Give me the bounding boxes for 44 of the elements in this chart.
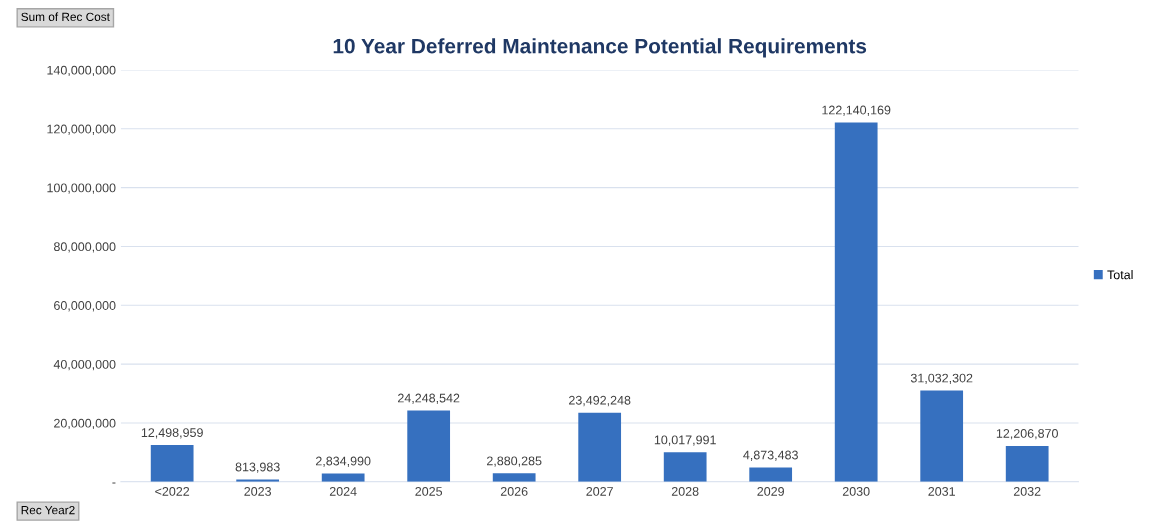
x-tick-label: 2024 (329, 487, 357, 496)
bar (407, 410, 451, 482)
x-tick-label: 2032 (1013, 487, 1041, 496)
y-tick-label: - (112, 482, 116, 484)
data-label: 24,248,542 (398, 393, 460, 404)
y-tick-label: 120,000,000 (47, 124, 116, 135)
bar (834, 122, 878, 482)
legend-label: Total (1107, 270, 1133, 280)
x-tick-label: 2023 (244, 487, 272, 496)
x-tick-label: 2027 (586, 487, 613, 496)
x-tick-label: 2029 (757, 487, 784, 496)
y-tick-label: 40,000,000 (53, 359, 116, 371)
x-tick-label: <2022 (155, 487, 190, 496)
data-label: 813,983 (235, 462, 280, 473)
data-label: 4,873,483 (743, 450, 798, 461)
bar (1005, 445, 1049, 482)
bar (578, 412, 622, 482)
y-tick-label: 20,000,000 (54, 418, 116, 430)
x-tick-label: 2031 (928, 487, 955, 496)
x-tick-label: 2028 (671, 487, 699, 496)
data-label: 2,834,990 (315, 456, 371, 467)
chart-title: 10 Year Deferred Maintenance Potential Requirements (333, 38, 867, 58)
data-label: 31,032,302 (910, 373, 973, 384)
y-tick-label: 140,000,000 (47, 65, 116, 77)
x-tick-label: 2030 (842, 487, 870, 496)
bar (663, 452, 707, 482)
text: Rec Year2 (21, 505, 75, 515)
bar (150, 445, 194, 482)
bar (749, 467, 793, 482)
bar (492, 473, 536, 482)
data-label: 2,880,285 (487, 456, 542, 467)
x-tick-label: 2025 (415, 487, 443, 496)
data-label: 12,206,870 (996, 429, 1058, 440)
data-label: 23,492,248 (569, 395, 631, 407)
y-tick-label: 60,000,000 (54, 301, 116, 312)
data-label: 10,017,991 (654, 435, 716, 446)
y-tick-label: 100,000,000 (47, 183, 116, 194)
bar (920, 390, 964, 482)
bar (321, 473, 365, 482)
y-tick-label: 80,000,000 (53, 242, 116, 253)
text: Sum of Rec Cost (21, 12, 110, 21)
x-tick-label: 2026 (500, 487, 528, 496)
data-label: 122,140,169 (822, 105, 891, 116)
data-label: 12,498,959 (141, 428, 203, 439)
